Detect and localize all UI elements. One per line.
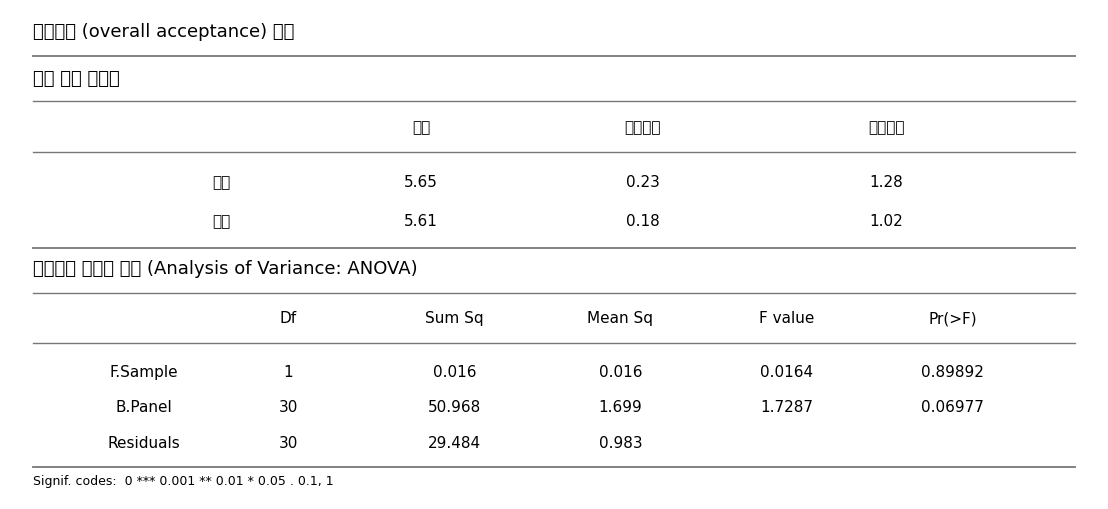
Text: Pr(>F): Pr(>F) — [929, 310, 977, 325]
Text: 50.968: 50.968 — [428, 400, 481, 414]
Text: 0.06977: 0.06977 — [922, 400, 984, 414]
Text: 평균 요약 테이블: 평균 요약 테이블 — [33, 70, 120, 88]
Text: Df: Df — [279, 310, 297, 325]
Text: 0.983: 0.983 — [598, 435, 643, 450]
Text: F value: F value — [759, 310, 814, 325]
Text: 30: 30 — [278, 400, 298, 414]
Text: 표준오차: 표준오차 — [625, 120, 660, 134]
Text: 기본: 기본 — [213, 175, 230, 189]
Text: 0.0164: 0.0164 — [760, 364, 813, 379]
Text: 1: 1 — [284, 364, 293, 379]
Text: B.Panel: B.Panel — [115, 400, 173, 414]
Text: 0.016: 0.016 — [432, 364, 476, 379]
Text: Residuals: Residuals — [107, 435, 181, 450]
Text: 평균: 평균 — [412, 120, 430, 134]
Text: Signif. codes:  0 *** 0.001 ** 0.01 * 0.05 . 0.1, 1: Signif. codes: 0 *** 0.001 ** 0.01 * 0.0… — [33, 474, 334, 487]
Text: 기호평균 유의차 검정 (Analysis of Variance: ANOVA): 기호평균 유의차 검정 (Analysis of Variance: ANOVA… — [33, 260, 418, 277]
Text: 0.18: 0.18 — [626, 214, 659, 229]
Text: 5.61: 5.61 — [404, 214, 438, 229]
Text: 30: 30 — [278, 435, 298, 450]
Text: 1.699: 1.699 — [598, 400, 643, 414]
Text: 1.02: 1.02 — [870, 214, 903, 229]
Text: 0.23: 0.23 — [626, 175, 659, 189]
Text: Mean Sq: Mean Sq — [587, 310, 654, 325]
Text: 5.65: 5.65 — [404, 175, 438, 189]
Text: 종합기호 (overall acceptance) 분석: 종합기호 (overall acceptance) 분석 — [33, 23, 295, 41]
Text: 0.89892: 0.89892 — [922, 364, 984, 379]
Text: 1.7287: 1.7287 — [760, 400, 813, 414]
Text: 1.28: 1.28 — [870, 175, 903, 189]
Text: 미강: 미강 — [213, 214, 230, 229]
Text: 0.016: 0.016 — [598, 364, 643, 379]
Text: 29.484: 29.484 — [428, 435, 481, 450]
Text: 표준편차: 표준편차 — [869, 120, 904, 134]
Text: F.Sample: F.Sample — [110, 364, 178, 379]
Text: Sum Sq: Sum Sq — [425, 310, 483, 325]
